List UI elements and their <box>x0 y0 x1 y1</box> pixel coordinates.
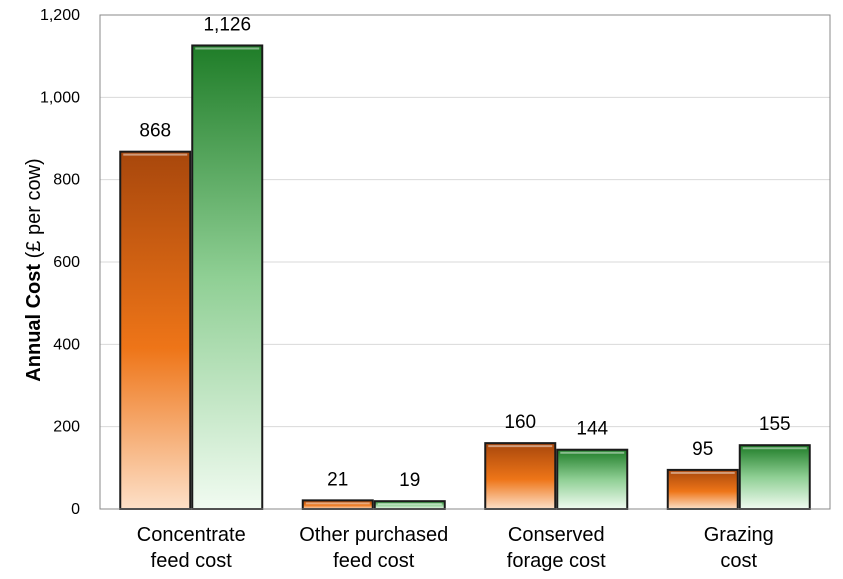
y-tick-label: 400 <box>53 336 80 353</box>
y-axis-label: Annual Cost (£ per cow) <box>23 158 45 381</box>
bar <box>191 44 264 510</box>
category-label: Conserved forage cost <box>507 524 606 572</box>
category-label: Grazing cost <box>704 524 774 572</box>
data-label: 868 <box>139 121 171 142</box>
y-tick-label: 0 <box>71 501 80 518</box>
bar <box>301 499 374 511</box>
data-label: 21 <box>327 469 348 490</box>
bar <box>484 442 557 510</box>
y-tick-label: 1,200 <box>40 7 80 24</box>
plot-area-border <box>99 14 831 510</box>
data-label: 19 <box>399 470 420 491</box>
y-tick-label: 600 <box>53 254 80 271</box>
data-label: 144 <box>576 419 608 440</box>
y-axis-label-bold: Annual Cost <box>23 264 45 382</box>
y-tick-label: 200 <box>53 419 80 436</box>
data-labels: 868 1,126 21 19 160 144 95 155 <box>139 14 790 491</box>
data-label: 155 <box>759 414 791 435</box>
data-label: 1,126 <box>203 14 251 35</box>
bar <box>556 448 629 510</box>
y-tick-label: 1,000 <box>40 89 80 106</box>
category-label: Other purchased feed cost <box>299 524 448 572</box>
y-axis-label-unit: (£ per cow) <box>23 158 45 264</box>
y-axis-ticks: 0 200 400 600 800 1,000 1,200 <box>40 7 80 518</box>
bar <box>666 468 739 510</box>
data-label: 160 <box>504 412 536 433</box>
data-label: 95 <box>692 439 713 460</box>
category-label: Concentrate feed cost <box>137 524 246 572</box>
y-tick-label: 800 <box>53 172 80 189</box>
bar <box>738 444 811 511</box>
bar <box>119 150 192 510</box>
bars <box>119 44 811 511</box>
x-axis-categories: Concentrate feed cost Other purchased feed … <box>137 524 774 572</box>
